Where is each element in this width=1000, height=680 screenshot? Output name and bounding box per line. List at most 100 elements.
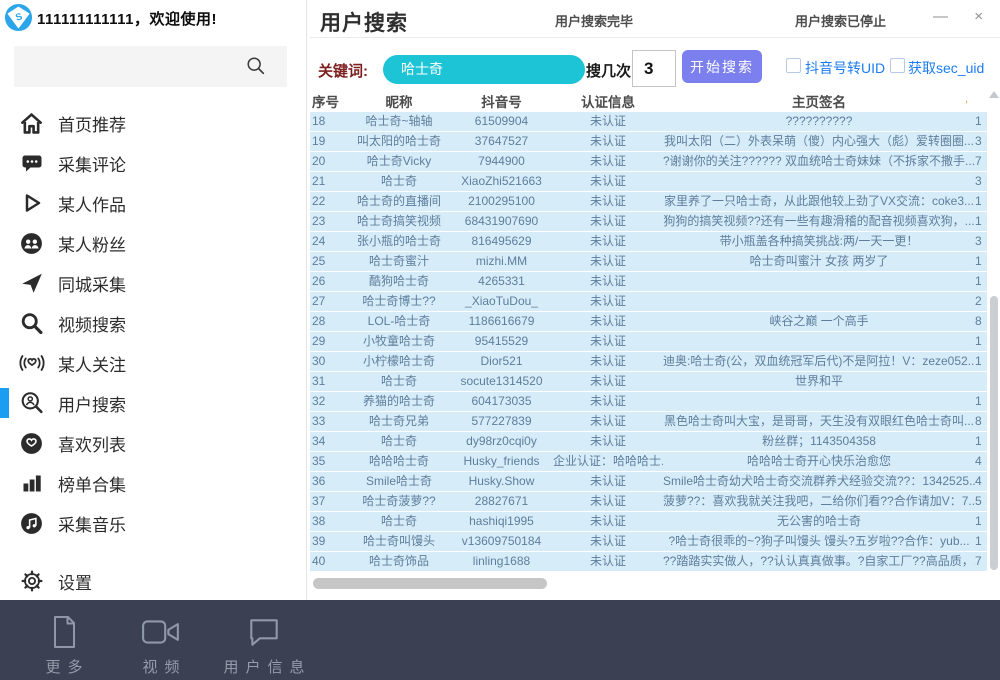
column-header-nick: 昵称 [385, 95, 413, 110]
table-row[interactable]: 28 LOL-哈士奇 1186616679 未认证 峡谷之巅 一个高手 8 [310, 312, 987, 332]
table-header: 序号 昵称 抖音号 认证信息 主页签名 [310, 91, 987, 112]
cell-no: 23 [312, 214, 326, 228]
horizontal-scroll-thumb[interactable] [313, 578, 547, 589]
table-row[interactable]: 26 酷狗哈士奇 4265331 未认证 1 [310, 272, 987, 292]
cell-sign [663, 332, 975, 351]
cell-edge: 3 [975, 174, 982, 188]
welcome-text: 111111111111，欢迎使用! [37, 11, 217, 28]
cell-nick: 哈士奇蜜汁 [368, 254, 429, 268]
table-row[interactable]: 19 叫太阳的哈士奇 37647527 未认证 我叫太阳（二）外表呆萌（傻）内心强大（彪… [310, 132, 987, 152]
cell-verify: 未认证 [589, 434, 626, 448]
comment-icon [18, 150, 45, 177]
cell-sign [663, 292, 975, 311]
table-row[interactable]: 29 小牧童哈士奇 95415529 未认证 1 [310, 332, 987, 352]
sidebar-item-music[interactable]: 采集音乐 [0, 503, 300, 543]
cell-id: 4265331 [478, 274, 525, 288]
table-row[interactable]: 35 哈哈哈士奇 Husky_friends 企业认证：哈哈哈士... 哈哈哈士奇开心快… [310, 452, 987, 472]
sidebar-item-works[interactable]: 某人作品 [0, 183, 300, 223]
vertical-scroll-thumb[interactable] [990, 296, 998, 570]
keyword-input[interactable]: 哈士奇 [383, 55, 585, 84]
cell-verify: 未认证 [589, 234, 626, 248]
cell-nick: LOL-哈士奇 [367, 314, 431, 328]
cell-sign: 狗狗的搞笑视频??还有一些有趣滑稽的配音视频喜欢狗，... [663, 214, 975, 228]
table-row[interactable]: 38 哈士奇 hashiqi1995 未认证 无公害的哈士奇 1 [310, 512, 987, 532]
cell-edge: 3 [975, 234, 982, 248]
cell-no: 27 [312, 294, 326, 308]
video-camera-icon [116, 610, 206, 654]
sidebar-item-likes[interactable]: 喜欢列表 [0, 423, 300, 463]
close-icon[interactable]: × [974, 8, 983, 25]
secuid-label: 获取sec_uid [908, 60, 985, 76]
cell-id: 1186616679 [468, 314, 535, 328]
table-row[interactable]: 34 哈士奇 dy98rz0cqi0y 未认证 粉丝群；1143504358 1 [310, 432, 987, 452]
table-row[interactable]: 30 小柠檬哈士奇 Dior521 未认证 迪奥:哈士奇(公，双血统冠军后代)不是阿拉！… [310, 352, 987, 372]
secuid-checkbox[interactable] [890, 58, 905, 73]
table-row[interactable]: 33 哈士奇兄弟 577227839 未认证 黑色哈士奇叫大宝，是哥哥，天生没有双眼红色… [310, 412, 987, 432]
table-row[interactable]: 24 张小瓶的哈士奇 816495629 未认证 带小瓶盖各种搞笑挑战:两/一天一更！ 3 [310, 232, 987, 252]
cell-edge: 1 [975, 534, 982, 548]
table-row[interactable]: 18 哈士奇~轴轴 61509904 未认证?????????? 1 [310, 112, 987, 132]
keyword-label: 关键词: [318, 63, 368, 80]
table-row[interactable]: 31 哈士奇 socute1314520 未认证 世界和平 [310, 372, 987, 392]
start-search-button[interactable]: 开始搜索 [682, 50, 762, 83]
cell-id: 95415529 [474, 334, 529, 348]
toolbar-item-label: 更多 [45, 659, 90, 676]
table-row[interactable]: 27 哈士奇博士?? _XiaoTuDou_ 未认证 2 [310, 292, 987, 312]
table-row[interactable]: 22 哈士奇的直播间 2100295100 未认证 家里养了一只哈士奇，从此跟他较上劲了… [310, 192, 987, 212]
table-row[interactable]: 25 哈士奇蜜汁 mizhi.MM 未认证 哈士奇叫蜜汁 女孩 两岁了 1 [310, 252, 987, 272]
column-header-sign: 主页签名 [792, 95, 846, 110]
gear-icon [18, 568, 45, 595]
table-row[interactable]: 20 哈士奇Vicky 7944900 未认证 ?谢谢你的关注?????? 双血统哈士奇… [310, 152, 987, 172]
sidebar-item-city[interactable]: 同城采集 [0, 263, 300, 303]
sidebar-item-fans[interactable]: 某人粉丝 [0, 223, 300, 263]
uid-convert-checkbox[interactable] [786, 58, 801, 73]
toolbar-item-more[interactable]: 更多 [24, 610, 104, 677]
cell-sign [663, 272, 975, 291]
cell-nick: 哈士奇兄弟 [368, 414, 429, 428]
search-icon [18, 310, 45, 337]
cell-nick: 养猫的哈士奇 [362, 394, 435, 408]
sidebar-item-label: 某人作品 [58, 195, 126, 215]
sidebar-item-home[interactable]: 首页推荐 [0, 103, 300, 143]
cell-no: 32 [312, 394, 326, 408]
scroll-up-icon[interactable] [989, 91, 999, 98]
sidebar-item-label: 视频搜索 [58, 315, 126, 335]
table-row[interactable]: 40 哈士奇饰品 linling1688 未认证 ??踏踏实实做人，??认认真真做事。?… [310, 552, 987, 572]
cell-edge: 1 [975, 114, 982, 128]
toolbar-item-userinfo[interactable]: 用户信息 [200, 610, 328, 677]
cell-verify: 未认证 [589, 294, 626, 308]
sidebar-item-settings[interactable]: 设置 [0, 561, 300, 601]
table-row[interactable]: 36 Smile哈士奇 Husky.Show 未认证 Smile哈士奇幼犬哈士奇交流群养… [310, 472, 987, 492]
cell-verify: 未认证 [589, 194, 626, 208]
status-search-stopped: 用户搜索已停止 [795, 14, 887, 29]
sidebar-item-rankings[interactable]: 榜单合集 [0, 463, 300, 503]
table-row[interactable]: 23 哈士奇搞笑视频 68431907690 未认证 狗狗的搞笑视频??还有一些有趣滑稽… [310, 212, 987, 232]
app-logo-icon: S [4, 3, 33, 32]
search-count-input[interactable]: 3 [632, 50, 676, 87]
table-row[interactable]: 37 哈士奇菠萝?? 28827671 未认证 菠萝??：喜欢我就关注我吧，二给你们看?… [310, 492, 987, 512]
sidebar-item-user-search[interactable]: 用户搜索 [0, 383, 300, 423]
cell-id: 7944900 [478, 154, 525, 168]
cell-sign: 无公害的哈士奇 [776, 514, 861, 528]
heart-circle-icon [18, 430, 45, 457]
cell-sign: 世界和平 [794, 374, 843, 388]
sidebar-item-comments[interactable]: 采集评论 [0, 143, 300, 183]
table-row[interactable]: 39 哈士奇叫馒头 v13609750184 未认证 ?哈士奇很乖的~?狗子叫馒头 馒头… [310, 532, 987, 552]
sidebar-item-follows[interactable]: 某人关注 [0, 343, 300, 383]
cell-nick: 小柠檬哈士奇 [362, 354, 435, 368]
toolbar-item-video[interactable]: 视频 [116, 610, 206, 677]
sidebar-item-video-search[interactable]: 视频搜索 [0, 303, 300, 343]
vertical-scrollbar[interactable] [988, 90, 1000, 628]
cell-no: 24 [312, 234, 326, 248]
cell-id: 816495629 [471, 234, 532, 248]
table-row[interactable]: 32 养猫的哈士奇 604173035 未认证 1 [310, 392, 987, 412]
broadcast-heart-icon [18, 350, 45, 377]
cell-verify: 企业认证：哈哈哈士... [553, 454, 663, 468]
sidebar-search-input[interactable] [14, 46, 287, 87]
chat-bubble-icon [200, 610, 328, 654]
cell-id: 577227839 [471, 414, 532, 428]
minimize-icon[interactable]: — [933, 8, 948, 25]
cell-edge: 1 [975, 434, 982, 448]
cell-id: XiaoZhi521663 [461, 174, 542, 188]
table-row[interactable]: 21 哈士奇 XiaoZhi521663 未认证 3 [310, 172, 987, 192]
